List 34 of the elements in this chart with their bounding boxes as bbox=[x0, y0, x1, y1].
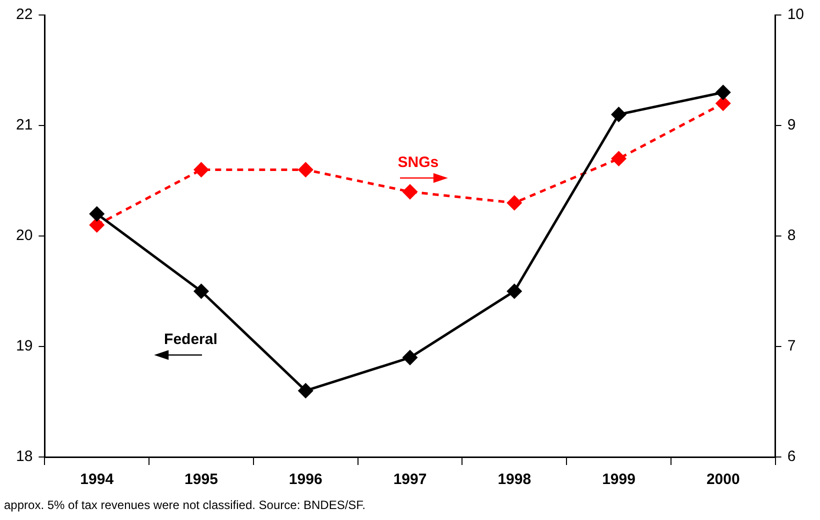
series-label: Federal bbox=[164, 331, 218, 348]
y-tick-label: 20 bbox=[16, 227, 33, 244]
y2-tick-label: 9 bbox=[787, 116, 796, 134]
point bbox=[612, 107, 626, 122]
y-tick-label: 22 bbox=[16, 6, 33, 24]
point bbox=[507, 284, 522, 298]
y2-tick-label: 6 bbox=[787, 448, 796, 466]
point bbox=[612, 151, 626, 166]
y-tick-label: 18 bbox=[16, 448, 33, 466]
point bbox=[90, 206, 104, 222]
point bbox=[194, 284, 208, 298]
x-tick-label: 1996 bbox=[288, 471, 322, 488]
point bbox=[716, 96, 730, 111]
point bbox=[298, 162, 313, 177]
point bbox=[90, 218, 104, 232]
y-tick-label: 21 bbox=[16, 116, 33, 134]
point bbox=[402, 350, 418, 365]
point bbox=[402, 184, 418, 200]
y2-tick-label: 10 bbox=[787, 6, 804, 24]
y2-tick-label: 7 bbox=[787, 338, 796, 355]
y2-tick-label: 8 bbox=[787, 227, 796, 244]
x-tick-label: 2000 bbox=[706, 471, 740, 488]
x-tick-label: 1994 bbox=[80, 471, 114, 488]
point bbox=[194, 162, 208, 177]
point bbox=[716, 85, 730, 100]
x-tick-label: 1998 bbox=[498, 471, 532, 488]
series-label: SNGs bbox=[398, 154, 439, 171]
point bbox=[507, 196, 522, 210]
point bbox=[298, 383, 313, 398]
text: approx. 5% of tax revenues were not classified. Source: BNDES/SF. bbox=[4, 498, 366, 512]
y-tick-label: 19 bbox=[16, 338, 33, 355]
x-tick-label: 1999 bbox=[602, 471, 636, 488]
x-tick-label: 1995 bbox=[184, 471, 218, 488]
x-tick-label: 1997 bbox=[393, 471, 427, 488]
